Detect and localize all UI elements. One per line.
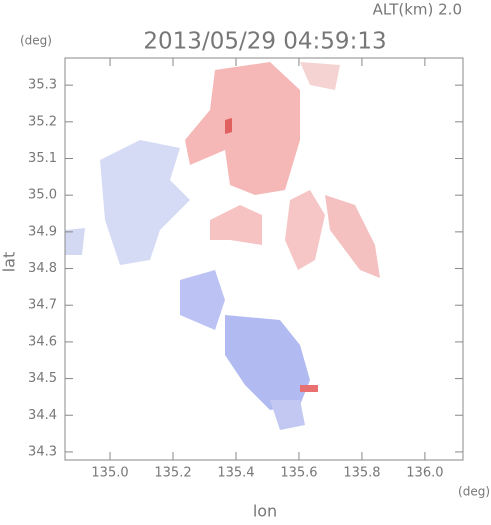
x-tick-label: 135.6 [280,466,317,481]
x-unit: (deg) [458,485,490,499]
y-tick-label: 34.7 [28,298,57,313]
y-tick-label: 35.0 [28,188,57,203]
y-tick-label: 35.1 [28,151,57,166]
x-tick-label: 136.0 [406,466,443,481]
echo-approaching [100,140,190,265]
radar-echoes [65,62,380,430]
x-axis-label: lon [253,502,277,521]
echo-receding-strong [300,385,318,392]
y-tick-label: 34.3 [28,444,57,459]
echo-approaching [225,315,310,410]
y-tick-label: 34.9 [28,224,57,239]
echo-approaching [65,228,85,255]
echo-receding [285,190,325,270]
echo-receding [300,62,340,90]
echo-receding [210,205,262,245]
y-tick-label: 35.3 [28,78,57,93]
echo-receding [325,195,380,278]
echo-receding [185,62,300,195]
y-tick-label: 34.8 [28,261,57,276]
plot-frame [64,57,464,461]
y-tick-label: 34.4 [28,408,57,423]
y-axis-label: lat [0,252,19,273]
echo-approaching [270,400,305,430]
x-tick-label: 135.4 [217,466,254,481]
x-tick-label: 135.2 [154,466,191,481]
echo-receding-strong [225,118,232,134]
x-tick-label: 135.8 [343,466,380,481]
x-tick-label: 135.0 [91,466,128,481]
echo-approaching [180,270,225,330]
y-tick-label: 34.6 [28,334,57,349]
y-unit: (deg) [20,34,52,48]
y-tick-label: 34.5 [28,371,57,386]
y-tick-label: 35.2 [28,114,57,129]
altitude-label: ALT(km) 2.0 [373,1,462,19]
chart-title: 2013/05/29 04:59:13 [143,29,386,55]
